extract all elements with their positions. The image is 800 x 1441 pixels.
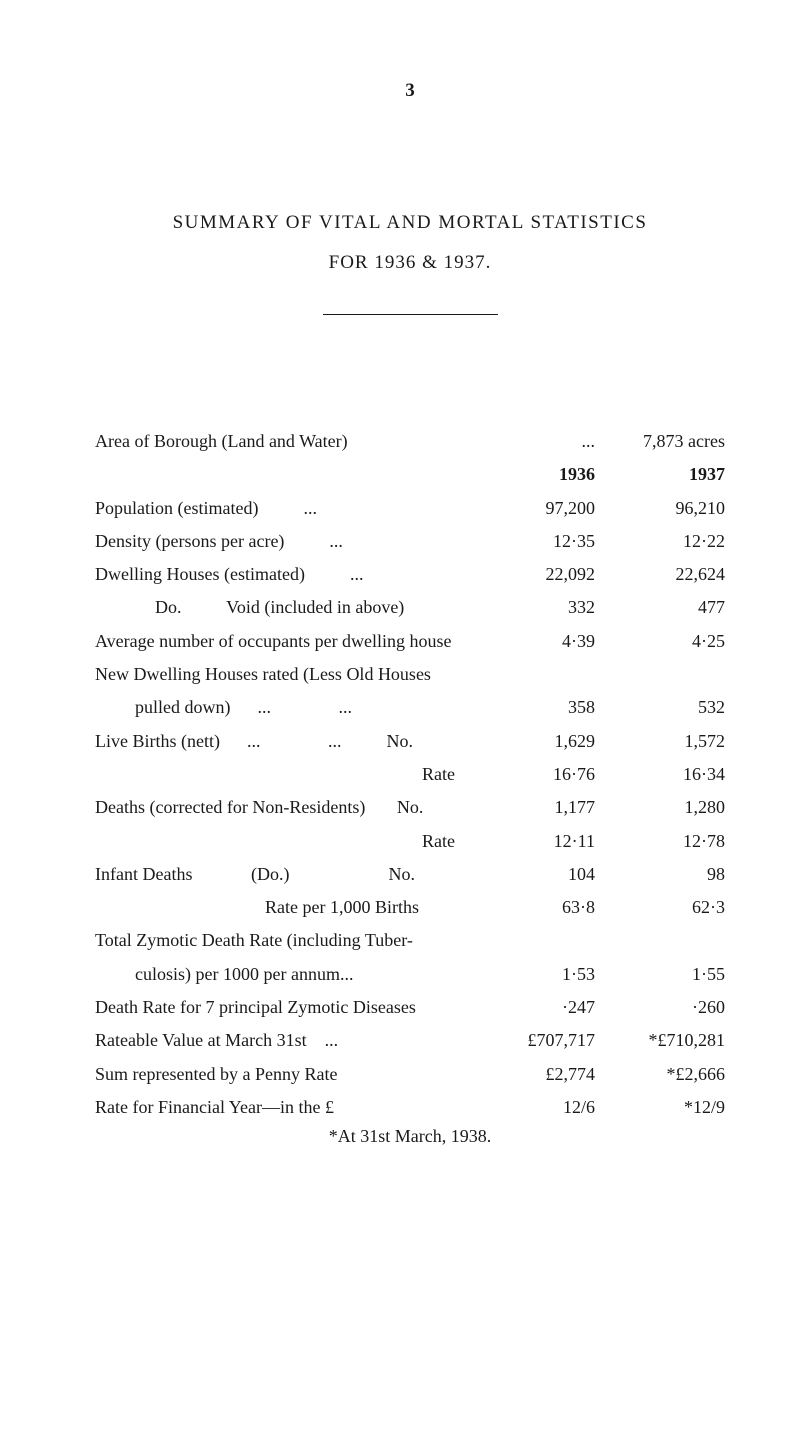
- value-1937: 1,572: [605, 725, 725, 758]
- table-row: Deaths (corrected for Non-Residents) No.…: [95, 791, 725, 824]
- row-label: Infant Deaths (Do.) No.: [95, 858, 485, 891]
- value-1936: 4·39: [485, 625, 605, 658]
- document-subtitle: FOR 1936 & 1937.: [95, 252, 725, 274]
- table-row: Population (estimated) ...97,20096,210: [95, 492, 725, 525]
- table-row: Infant Deaths (Do.) No.10498: [95, 858, 725, 891]
- document-title: SUMMARY OF VITAL AND MORTAL STATISTICS: [95, 212, 725, 234]
- value-1936: 332: [485, 591, 605, 624]
- value-1937: *12/9: [605, 1091, 725, 1124]
- table-row: Rate12·1112·78: [95, 825, 725, 858]
- value-1936: ·247: [485, 991, 605, 1024]
- table-row: Rate16·7616·34: [95, 758, 725, 791]
- row-label: pulled down) ... ...: [95, 691, 485, 724]
- footnote: *At 31st March, 1938.: [95, 1126, 725, 1147]
- value-1936: 97,200: [485, 492, 605, 525]
- value-1936: 63·8: [485, 891, 605, 924]
- value-1937: 96,210: [605, 492, 725, 525]
- row-label: New Dwelling Houses rated (Less Old Hous…: [95, 658, 485, 691]
- table-row: Live Births (nett) ... ... No.1,6291,572: [95, 725, 725, 758]
- value-1936: 12/6: [485, 1091, 605, 1124]
- row-label: Do. Void (included in above): [95, 591, 485, 624]
- page-number: 3: [95, 80, 725, 102]
- table-row: Total Zymotic Death Rate (including Tube…: [95, 924, 725, 957]
- statistics-table: Area of Borough (Land and Water) ... 7,8…: [95, 425, 725, 1124]
- row-label: Rate: [95, 758, 485, 791]
- value-1936: 16·76: [485, 758, 605, 791]
- row-label: Density (persons per acre) ...: [95, 525, 485, 558]
- area-label: Area of Borough (Land and Water): [95, 425, 485, 458]
- value-1936: 1·53: [485, 958, 605, 991]
- value-1936: 358: [485, 691, 605, 724]
- row-label: Sum represented by a Penny Rate: [95, 1058, 485, 1091]
- value-1937: 1·55: [605, 958, 725, 991]
- table-row: Sum represented by a Penny Rate£2,774*£2…: [95, 1058, 725, 1091]
- area-row: Area of Borough (Land and Water) ... 7,8…: [95, 425, 725, 458]
- year-1936-header: 1936: [485, 458, 605, 491]
- table-row: Rateable Value at March 31st ...£707,717…: [95, 1024, 725, 1057]
- value-1936: £2,774: [485, 1058, 605, 1091]
- horizontal-rule: [323, 314, 498, 315]
- row-label: Rate: [95, 825, 485, 858]
- value-1936: 22,092: [485, 558, 605, 591]
- value-1936: 104: [485, 858, 605, 891]
- area-value: 7,873 acres: [605, 425, 725, 458]
- value-1936: 12·35: [485, 525, 605, 558]
- row-label: culosis) per 1000 per annum...: [95, 958, 485, 991]
- row-label: Rateable Value at March 31st ...: [95, 1024, 485, 1057]
- value-1937: 16·34: [605, 758, 725, 791]
- year-1937-header: 1937: [605, 458, 725, 491]
- row-label: Population (estimated) ...: [95, 492, 485, 525]
- year-header-row: 1936 1937: [95, 458, 725, 491]
- table-row: Average number of occupants per dwelling…: [95, 625, 725, 658]
- value-1937: 22,624: [605, 558, 725, 591]
- value-1936: 12·11: [485, 825, 605, 858]
- table-row: Density (persons per acre) ...12·3512·22: [95, 525, 725, 558]
- row-label: Dwelling Houses (estimated) ...: [95, 558, 485, 591]
- row-label: Deaths (corrected for Non-Residents) No.: [95, 791, 485, 824]
- table-row: Death Rate for 7 principal Zymotic Disea…: [95, 991, 725, 1024]
- value-1937: 532: [605, 691, 725, 724]
- value-1936: 1,629: [485, 725, 605, 758]
- value-1937: *£2,666: [605, 1058, 725, 1091]
- value-1937: ·260: [605, 991, 725, 1024]
- value-1937: 477: [605, 591, 725, 624]
- table-row: culosis) per 1000 per annum...1·531·55: [95, 958, 725, 991]
- value-1937: *£710,281: [605, 1024, 725, 1057]
- row-label: Average number of occupants per dwelling…: [95, 625, 485, 658]
- value-1937: 62·3: [605, 891, 725, 924]
- value-1937: 12·22: [605, 525, 725, 558]
- row-label: Rate for Financial Year—in the £: [95, 1091, 485, 1124]
- table-row: Rate per 1,000 Births63·862·3: [95, 891, 725, 924]
- value-1936: £707,717: [485, 1024, 605, 1057]
- table-row: pulled down) ... ...358532: [95, 691, 725, 724]
- table-row: Do. Void (included in above)332477: [95, 591, 725, 624]
- value-1937: 1,280: [605, 791, 725, 824]
- table-row: Rate for Financial Year—in the £12/6*12/…: [95, 1091, 725, 1124]
- row-label: Live Births (nett) ... ... No.: [95, 725, 485, 758]
- table-row: New Dwelling Houses rated (Less Old Hous…: [95, 658, 725, 691]
- table-row: Dwelling Houses (estimated) ...22,09222,…: [95, 558, 725, 591]
- value-1937: 4·25: [605, 625, 725, 658]
- value-1936: 1,177: [485, 791, 605, 824]
- value-1937: 98: [605, 858, 725, 891]
- row-label: Total Zymotic Death Rate (including Tube…: [95, 924, 485, 957]
- row-label: Rate per 1,000 Births: [95, 891, 485, 924]
- row-label: Death Rate for 7 principal Zymotic Disea…: [95, 991, 485, 1024]
- area-ellipsis: ...: [485, 425, 605, 458]
- value-1937: 12·78: [605, 825, 725, 858]
